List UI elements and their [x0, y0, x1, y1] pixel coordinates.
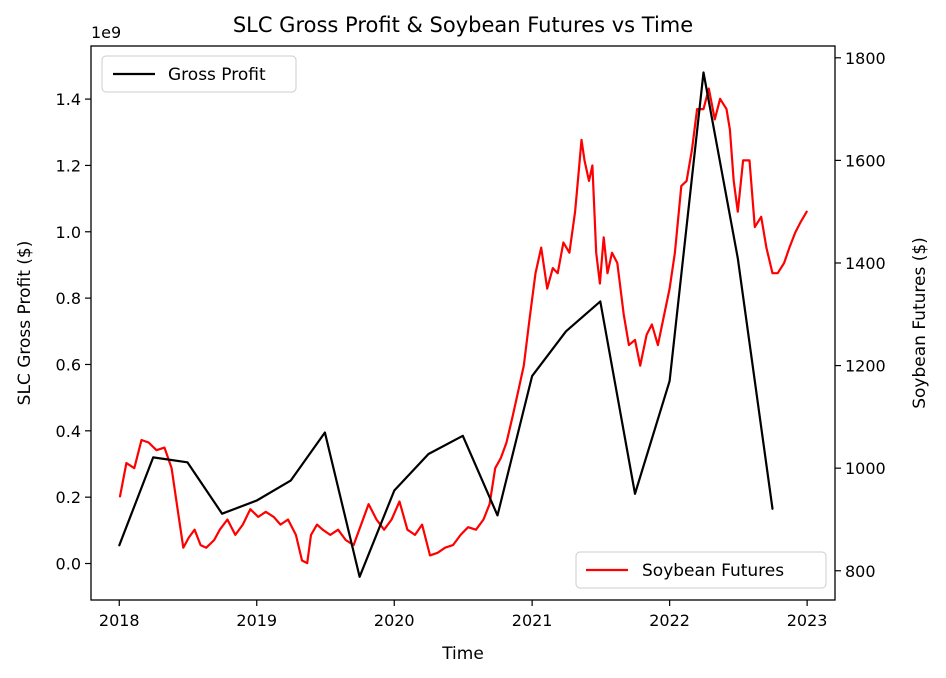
series-line-soybean-futures	[118, 87, 808, 565]
x-tick-label: 2019	[236, 611, 277, 630]
y-axis-right: 800 1000 1200 1400 1600 1800	[835, 49, 886, 581]
plot-frame	[90, 45, 836, 601]
legend-soybean-futures-box	[575, 551, 827, 589]
y-left-tick-label: 1.4	[56, 90, 81, 109]
x-tick-label: 2022	[649, 611, 690, 630]
legend-gross-profit-label: Gross Profit	[168, 65, 266, 85]
y-axis-left: 0.0 0.2 0.4 0.6 0.8 1.0 1.2 1.4	[56, 90, 91, 574]
y-left-tick-label: 0.4	[56, 422, 81, 441]
y-axis-left-label: SLC Gross Profit ($)	[15, 241, 35, 406]
y-right-tick-label: 1800	[845, 49, 886, 68]
legend-gross-profit: Gross Profit	[101, 55, 297, 93]
y-right-tick-label: 1000	[845, 459, 886, 478]
x-tick-label: 2020	[374, 611, 415, 630]
chart-title: SLC Gross Profit & Soybean Futures vs Ti…	[233, 13, 693, 37]
y-left-tick-label: 0.6	[56, 355, 81, 374]
y-left-tick-label: 1.2	[56, 156, 81, 175]
y-left-tick-label: 0.8	[56, 289, 81, 308]
y-right-tick-label: 1600	[845, 151, 886, 170]
y-right-tick-label: 800	[845, 562, 876, 581]
y-left-tick-label: 0.2	[56, 488, 81, 507]
y-right-tick-label: 1200	[845, 357, 886, 376]
x-axis-label: Time	[441, 644, 484, 664]
legend-soybean-futures: Soybean Futures	[575, 551, 827, 589]
x-tick-label: 2018	[99, 611, 140, 630]
y-left-tick-label: 0.0	[56, 555, 81, 574]
y-right-tick-label: 1400	[845, 254, 886, 273]
plot-area	[118, 71, 808, 578]
series-line-gross-profit	[118, 71, 774, 578]
y-left-tick-label: 1.0	[56, 223, 81, 242]
x-axis: 2018 2019 2020 2021 2022 2023	[99, 600, 828, 630]
y-axis-right-label: Soybean Futures ($)	[910, 237, 930, 409]
x-tick-label: 2023	[787, 611, 828, 630]
legend-gross-profit-box	[101, 55, 297, 93]
x-tick-label: 2021	[512, 611, 553, 630]
y-axis-left-offset-label: 1e9	[91, 23, 121, 42]
legend-soybean-futures-label: Soybean Futures	[642, 561, 784, 581]
